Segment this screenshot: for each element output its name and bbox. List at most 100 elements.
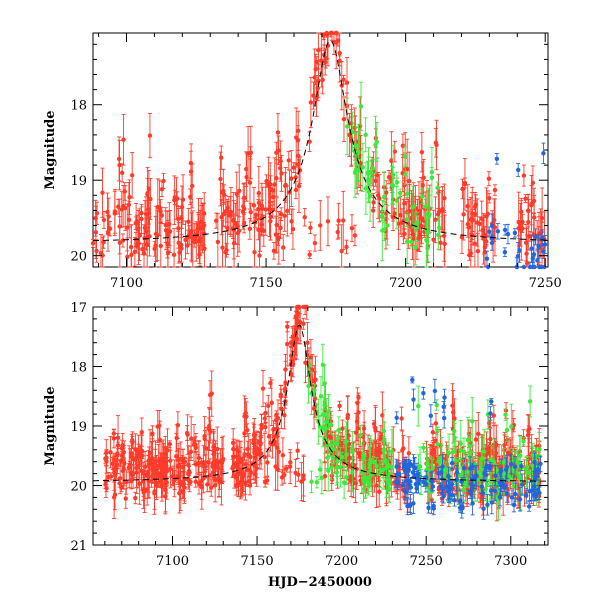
marker [419, 149, 425, 155]
data-point-blue [532, 264, 537, 270]
marker [523, 196, 528, 201]
marker [360, 165, 366, 170]
data-point-red [529, 185, 534, 226]
marker [233, 221, 238, 226]
marker [213, 218, 219, 223]
data-point-red [314, 79, 319, 117]
marker [220, 245, 225, 250]
marker [466, 225, 471, 230]
marker [163, 451, 168, 457]
marker [433, 217, 438, 223]
data-point-red [189, 212, 194, 263]
marker [119, 446, 125, 451]
data-point-blue [505, 223, 511, 245]
data-point-red [281, 234, 286, 262]
marker [347, 132, 352, 138]
data-point-red [442, 214, 447, 268]
data-point-blue [512, 228, 518, 238]
marker [371, 200, 376, 205]
data-point-red [235, 195, 240, 257]
marker [537, 264, 542, 270]
marker [189, 235, 194, 240]
data-point-green [436, 219, 441, 250]
marker [397, 191, 403, 196]
data-point-red [219, 182, 225, 202]
data-point-green [404, 219, 410, 264]
marker [404, 167, 410, 172]
marker [215, 465, 221, 471]
data-point-green [420, 188, 425, 205]
data-point-green [424, 212, 429, 268]
marker [278, 166, 283, 171]
marker [295, 448, 300, 453]
data-point-red [285, 185, 290, 237]
marker [100, 190, 105, 195]
data-point-red [520, 213, 525, 230]
marker [202, 246, 207, 251]
data-point-red [530, 165, 536, 201]
data-point-red [247, 218, 253, 240]
data-point-red [275, 447, 280, 491]
marker [341, 77, 346, 82]
data-point-red [325, 196, 331, 247]
marker [105, 231, 111, 236]
marker [385, 223, 390, 228]
data-point-red [336, 202, 341, 239]
marker [535, 258, 540, 263]
marker [434, 142, 439, 148]
marker [107, 226, 113, 231]
marker [246, 478, 252, 484]
data-point-blue [514, 257, 519, 270]
marker [144, 242, 150, 247]
marker [129, 252, 134, 258]
marker [175, 196, 180, 201]
data-point-red [492, 184, 498, 196]
marker [363, 186, 369, 191]
marker [438, 240, 443, 246]
data-point-red [220, 219, 225, 268]
data-point-green [415, 215, 420, 230]
data-point-red [396, 197, 401, 250]
data-point-red [407, 151, 412, 211]
marker [230, 440, 236, 446]
marker [153, 231, 159, 237]
data-point-red [521, 164, 527, 187]
data-point-red [349, 214, 355, 243]
y-tick-label: 18 [70, 99, 87, 114]
top-light-curve-panel: 7100 7150 7200 7250 18 19 20 Magnitude [43, 30, 562, 291]
marker [377, 196, 382, 201]
marker [236, 480, 241, 486]
data-point-red [323, 48, 328, 76]
marker [384, 190, 389, 195]
data-point-red [487, 192, 492, 204]
marker [529, 246, 534, 251]
marker [494, 156, 500, 162]
data-point-red [244, 151, 249, 187]
marker [344, 124, 350, 129]
marker [502, 227, 508, 233]
data-point-red [347, 112, 352, 157]
marker [177, 250, 182, 255]
marker [248, 150, 254, 155]
marker [242, 414, 247, 419]
marker [404, 239, 410, 244]
marker [308, 100, 314, 105]
data-point-red [466, 199, 471, 256]
marker [268, 186, 273, 192]
marker [276, 148, 281, 153]
marker [318, 223, 323, 228]
marker [296, 183, 302, 189]
marker [259, 422, 264, 428]
data-point-red [278, 156, 283, 180]
marker [352, 233, 358, 238]
marker [341, 116, 347, 122]
data-point-green [360, 142, 366, 192]
marker [126, 202, 132, 207]
marker [441, 233, 447, 239]
marker [390, 183, 396, 188]
data-point-red [433, 127, 439, 158]
marker [278, 225, 283, 231]
data-point-red [248, 202, 253, 222]
marker [335, 229, 340, 235]
marker [530, 180, 536, 186]
